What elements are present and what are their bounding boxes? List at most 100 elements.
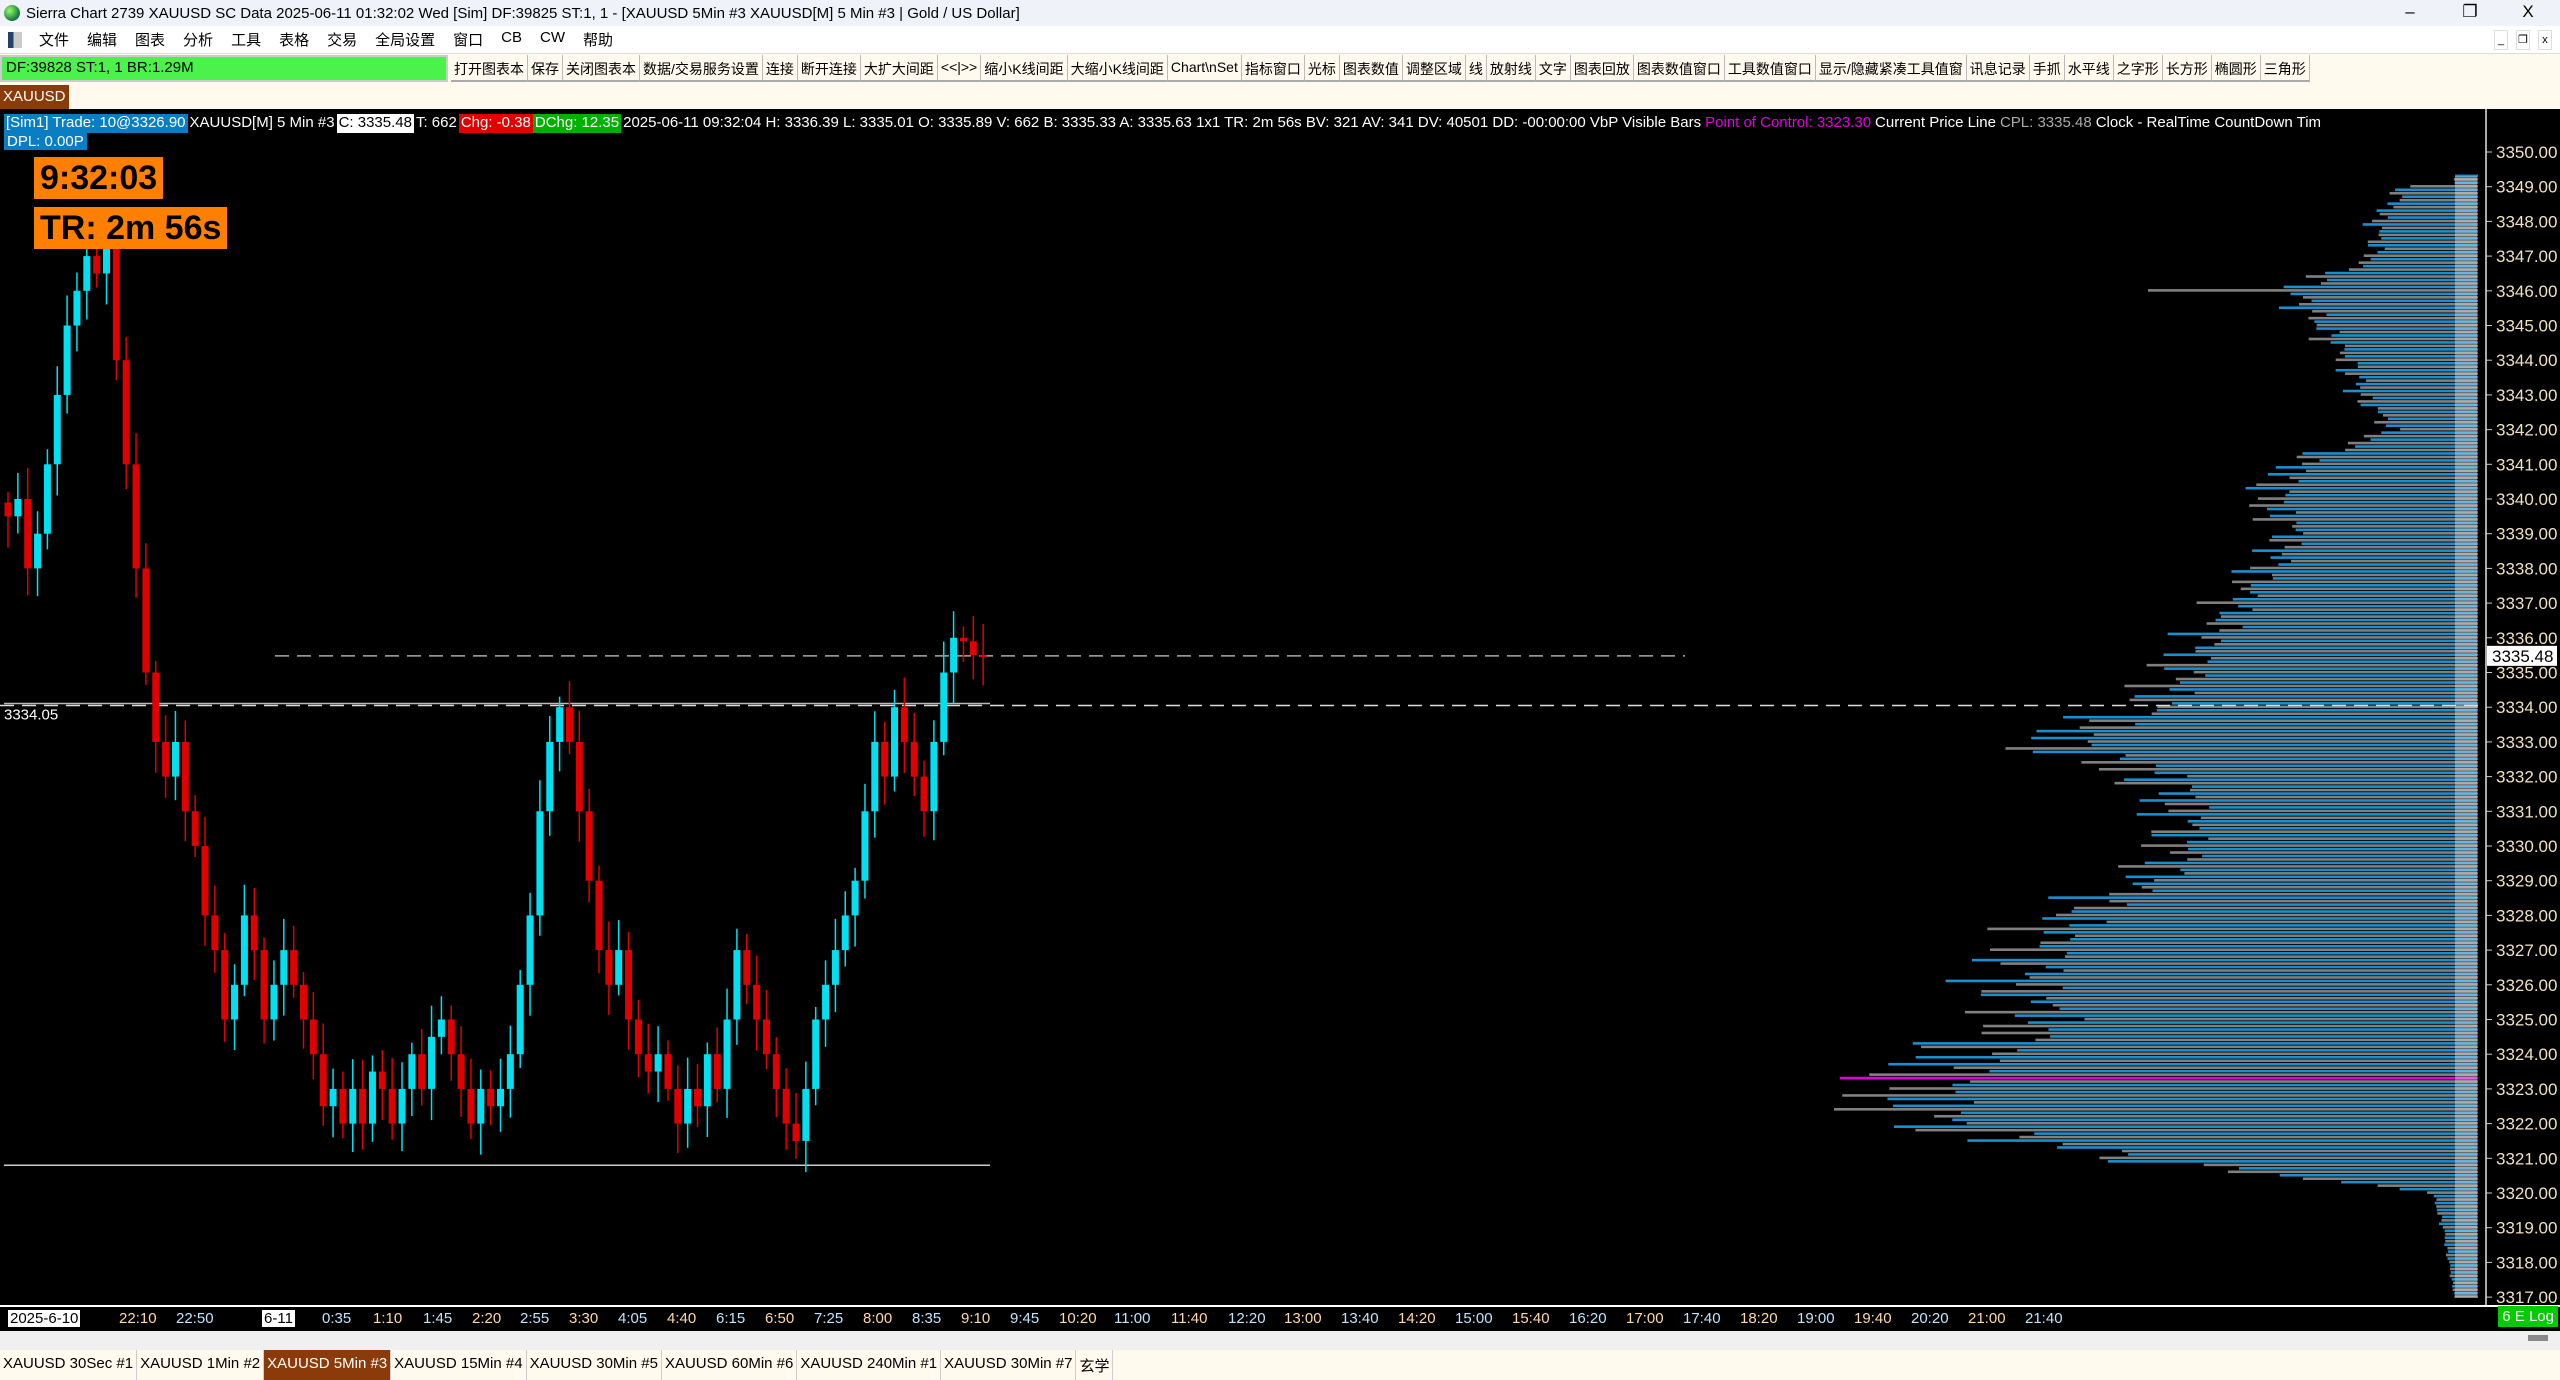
toolbar-button[interactable]: 保存 bbox=[528, 55, 563, 82]
volume-profile-bar bbox=[2445, 1232, 2478, 1236]
menu-item[interactable]: 帮助 bbox=[582, 32, 613, 49]
menu-item[interactable]: 工具 bbox=[231, 32, 262, 49]
toolbar-button[interactable]: 图表数值 bbox=[1339, 55, 1403, 82]
chart-tab[interactable]: XAUUSD 1Min #2 bbox=[137, 1350, 265, 1380]
toolbar-button[interactable]: 讯息记录 bbox=[1966, 55, 2030, 82]
toolbar-button[interactable]: 水平线 bbox=[2064, 55, 2114, 82]
menu-item[interactable]: CB bbox=[501, 29, 522, 46]
toolbar-button[interactable]: 长方形 bbox=[2162, 55, 2212, 82]
symbol-tab[interactable]: XAUUSD bbox=[0, 85, 69, 109]
menu-item[interactable]: 窗口 bbox=[453, 32, 484, 49]
toolbar-button[interactable]: 手抓 bbox=[2029, 55, 2065, 82]
toolbar-button[interactable]: 打开图表本 bbox=[451, 55, 528, 82]
menu-item[interactable]: 分析 bbox=[183, 32, 214, 49]
candle-body bbox=[290, 950, 298, 985]
time-axis[interactable]: 2025-6-10 22:10 22:50 6-11 0:35 1:10 1:45 2:20 2… bbox=[0, 1305, 2560, 1331]
volume-profile-bar bbox=[2400, 427, 2478, 431]
chart-tab[interactable]: XAUUSD 5Min #3 bbox=[264, 1350, 392, 1380]
volume-profile-bar bbox=[2295, 511, 2478, 514]
candle bbox=[300, 972, 307, 1049]
toolbar-button[interactable]: 放射线 bbox=[1486, 55, 1536, 82]
toolbar-button[interactable]: 大扩大间距 bbox=[860, 55, 938, 82]
toolbar-button[interactable]: 之字形 bbox=[2113, 55, 2163, 82]
candle bbox=[585, 788, 593, 903]
toolbar-button[interactable]: 连接 bbox=[762, 55, 798, 82]
time-label: 10:20 bbox=[1059, 1310, 1097, 1327]
candle bbox=[270, 960, 278, 1041]
line-price-label: 3334.05 bbox=[4, 706, 58, 723]
toolbar-button[interactable]: 缩小K线间距 bbox=[981, 55, 1068, 82]
menu-item[interactable]: 交易 bbox=[327, 32, 358, 49]
volume-profile-bar bbox=[2278, 563, 2478, 566]
chart-tab[interactable]: XAUUSD 15Min #4 bbox=[391, 1350, 527, 1380]
candle bbox=[506, 1025, 514, 1118]
chart-tab[interactable]: 玄学 bbox=[1076, 1350, 1114, 1380]
menu-item[interactable]: 全局设置 bbox=[375, 32, 436, 49]
candle-body bbox=[654, 1054, 662, 1072]
volume-profile-bar bbox=[2384, 247, 2478, 251]
chart-tab[interactable]: XAUUSD 30Min #7 bbox=[941, 1350, 1077, 1380]
toolbar-button[interactable]: 三角形 bbox=[2260, 55, 2310, 82]
toolbar-button[interactable]: Chart\nSet bbox=[1167, 55, 1242, 82]
chart-tab[interactable]: XAUUSD 30Min #5 bbox=[527, 1350, 662, 1380]
toolbar-button[interactable]: <<|>> bbox=[937, 55, 982, 82]
volume-profile-bar bbox=[2357, 365, 2478, 369]
toolbar-button[interactable]: 图表回放 bbox=[1570, 55, 1634, 82]
candle-body bbox=[891, 707, 898, 777]
volume-profile-bar bbox=[2436, 1208, 2478, 1212]
close-button[interactable]: X bbox=[2522, 2, 2534, 21]
chart-tab[interactable]: XAUUSD 30Sec #1 bbox=[0, 1350, 138, 1380]
scroll-thumb[interactable] bbox=[2528, 1335, 2548, 1341]
menu-item[interactable]: CW bbox=[539, 29, 565, 46]
menu-item[interactable]: 文件 bbox=[39, 32, 70, 49]
toolbar-button[interactable]: 调整区域 bbox=[1402, 55, 1466, 82]
chart-tab[interactable]: XAUUSD 240Min #1 bbox=[797, 1350, 942, 1380]
toolbar-button[interactable]: 指标窗口 bbox=[1241, 55, 1305, 82]
price-label: 3343.00 bbox=[2496, 386, 2557, 405]
restore-button[interactable]: ❐ bbox=[2462, 2, 2478, 21]
volume-profile-bar bbox=[2454, 1291, 2478, 1295]
toolbar-button[interactable]: 图表数值窗口 bbox=[1633, 55, 1725, 82]
volume-profile-bar bbox=[1987, 927, 2478, 931]
time-label: 0:35 bbox=[322, 1310, 352, 1327]
volume-profile-bar bbox=[2434, 1201, 2478, 1205]
toolbar-button[interactable]: 光标 bbox=[1304, 55, 1340, 82]
menu-item[interactable]: 表格 bbox=[279, 32, 310, 49]
volume-profile-bar bbox=[1983, 1024, 2478, 1028]
point-of-control: Point of Control: 3323.30 bbox=[1705, 114, 1872, 131]
volume-profile-bar bbox=[2195, 795, 2478, 799]
volume-profile-bar bbox=[2141, 885, 2478, 889]
chart-tab[interactable]: XAUUSD 60Min #6 bbox=[662, 1350, 798, 1380]
candle bbox=[654, 1026, 662, 1103]
toolbar-button[interactable]: 工具数值窗口 bbox=[1724, 55, 1816, 82]
toolbar-button[interactable]: 关闭图表本 bbox=[563, 55, 640, 82]
candle-body bbox=[447, 1019, 455, 1055]
volume-profile-bar bbox=[1889, 1087, 2478, 1090]
menu-item[interactable]: 图表 bbox=[135, 32, 166, 49]
volume-profile-bar bbox=[2447, 1246, 2478, 1250]
toolbar-button[interactable]: 断开连接 bbox=[797, 55, 861, 82]
toolbar-button[interactable]: 线 bbox=[1465, 55, 1487, 82]
menu-item[interactable]: 编辑 bbox=[87, 32, 118, 49]
scale-label[interactable]: 6 E Log bbox=[2498, 1306, 2558, 1327]
volume-profile-bar bbox=[2125, 754, 2478, 757]
toolbar-button[interactable]: 文字 bbox=[1535, 55, 1571, 82]
volume-profile-bar bbox=[2136, 813, 2478, 816]
volume-profile-bar bbox=[2292, 525, 2478, 528]
volume-profile-bar bbox=[2268, 473, 2478, 476]
mdi-minimize-button[interactable]: _ bbox=[2494, 30, 2508, 50]
candle bbox=[181, 720, 189, 842]
minimize-button[interactable]: – bbox=[2405, 2, 2415, 21]
mdi-restore-button[interactable]: ❐ bbox=[2516, 30, 2530, 50]
time-label: 1:10 bbox=[373, 1310, 403, 1327]
chart-area[interactable]: 3350.00 3349.00 3348.00 3347.00 3346.00 3345.… bbox=[0, 109, 2560, 1305]
toolbar-button[interactable]: 大缩小K线间距 bbox=[1067, 55, 1168, 82]
toolbar-button[interactable]: 显示/隐藏紧凑工具值窗 bbox=[1815, 55, 1967, 82]
horizontal-scrollbar[interactable] bbox=[0, 1331, 2560, 1350]
toolbar-button[interactable]: 数据/交易服务设置 bbox=[640, 55, 763, 82]
mdi-close-button[interactable]: x bbox=[2538, 30, 2552, 50]
volume-profile-bar bbox=[2039, 944, 2478, 948]
chart-canvas[interactable]: 3350.00 3349.00 3348.00 3347.00 3346.00 3345.… bbox=[0, 109, 2560, 1305]
volume-profile-bar bbox=[2436, 1205, 2478, 1208]
toolbar-button[interactable]: 椭圆形 bbox=[2211, 55, 2261, 82]
